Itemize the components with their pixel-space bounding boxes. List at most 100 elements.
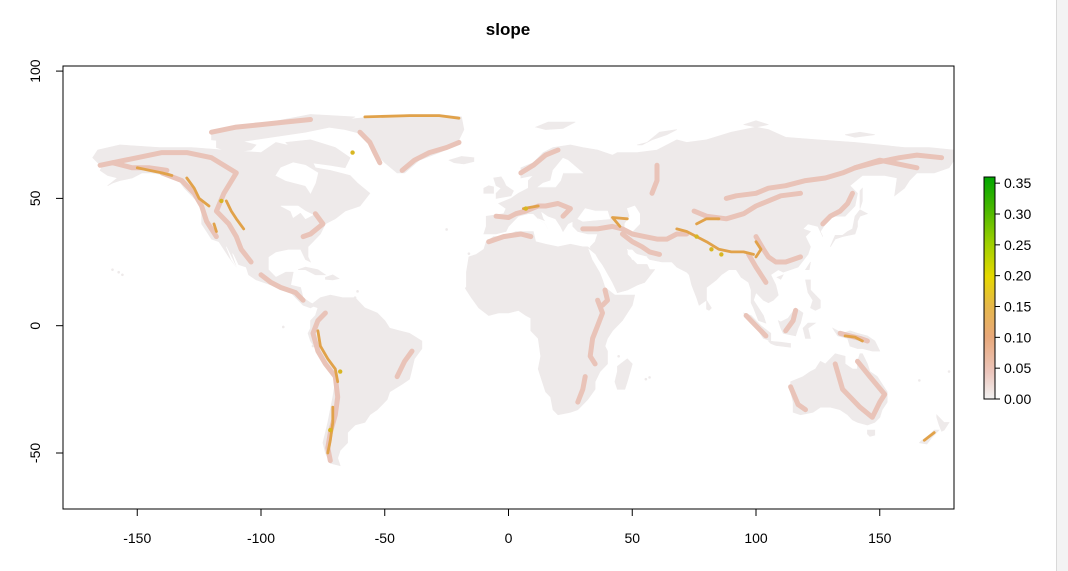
low-slope-band bbox=[486, 231, 534, 245]
legend-tick-label: 0.20 bbox=[1004, 268, 1031, 284]
low-slope-band bbox=[300, 211, 326, 240]
map-layer bbox=[92, 114, 954, 467]
low-slope-band bbox=[600, 287, 610, 308]
small-island bbox=[947, 370, 951, 373]
legend-tick-label: 0.35 bbox=[1004, 175, 1031, 191]
low-slope-band bbox=[97, 150, 254, 265]
low-slope-band bbox=[258, 272, 306, 303]
baffin-island bbox=[285, 139, 351, 169]
high-slope-band bbox=[212, 222, 218, 233]
x-tick-label: -50 bbox=[375, 530, 395, 546]
x-tick-label: 0 bbox=[505, 530, 513, 546]
peak-slope-patch bbox=[350, 150, 355, 155]
low-slope-band bbox=[357, 129, 383, 166]
small-island bbox=[338, 363, 342, 367]
legend-tick-label: 0.30 bbox=[1004, 206, 1031, 222]
low-slope-band bbox=[832, 358, 888, 420]
x-tick-label: -100 bbox=[247, 530, 275, 546]
high-slope-band bbox=[363, 114, 461, 120]
low-slope-band bbox=[723, 152, 945, 201]
low-slope-band bbox=[399, 139, 462, 173]
small-island bbox=[465, 286, 468, 290]
y-tick-label: -50 bbox=[27, 443, 43, 463]
low-slope-band bbox=[518, 147, 561, 176]
low-slope-band bbox=[649, 162, 660, 196]
hispaniola bbox=[325, 274, 340, 281]
high-slope-band bbox=[754, 240, 763, 259]
slope-high-layer bbox=[135, 114, 936, 455]
small-island bbox=[311, 344, 315, 348]
legend-tick-label: 0.25 bbox=[1004, 237, 1031, 253]
x-tick-label: 150 bbox=[868, 530, 892, 546]
small-island bbox=[356, 290, 359, 293]
small-island bbox=[648, 376, 651, 379]
new-zealand-north bbox=[936, 414, 950, 432]
high-slope-band bbox=[675, 227, 755, 256]
legend-tick-label: 0.15 bbox=[1004, 299, 1031, 315]
small-island bbox=[918, 379, 921, 382]
novaya-zemlya bbox=[637, 129, 677, 146]
greenland bbox=[326, 114, 465, 174]
legend-colorbar bbox=[983, 176, 996, 400]
low-slope-band bbox=[746, 251, 769, 285]
peak-slope-patch bbox=[719, 252, 724, 257]
uk bbox=[493, 176, 514, 199]
high-slope-band bbox=[611, 216, 629, 228]
low-slope-band bbox=[783, 307, 799, 334]
land-base bbox=[92, 114, 954, 467]
red-sea bbox=[588, 248, 616, 293]
x-tick-label: 50 bbox=[624, 530, 640, 546]
hainan bbox=[776, 274, 784, 280]
legend-tick-label: 0.00 bbox=[1004, 391, 1031, 407]
low-slope-band bbox=[753, 234, 803, 265]
black-sea bbox=[577, 208, 611, 222]
gulf-of-california bbox=[226, 246, 237, 268]
philippines bbox=[805, 279, 821, 311]
small-island bbox=[445, 228, 448, 231]
low-slope-band bbox=[394, 348, 415, 380]
low-slope-band bbox=[575, 374, 588, 405]
low-slope-band bbox=[619, 231, 662, 257]
x-tick-label: -150 bbox=[123, 530, 151, 546]
y-tick-label: 100 bbox=[27, 59, 43, 83]
high-slope-band bbox=[316, 329, 340, 384]
low-slope-band bbox=[580, 223, 690, 242]
low-slope-band bbox=[691, 190, 803, 222]
sri-lanka bbox=[706, 299, 712, 311]
sulawesi bbox=[802, 322, 817, 339]
small-island bbox=[617, 354, 620, 358]
legend-tick-label: 0.10 bbox=[1004, 329, 1031, 345]
arabia bbox=[594, 241, 656, 293]
peak-slope-patch bbox=[328, 427, 333, 433]
y-tick-label: 50 bbox=[27, 190, 43, 206]
y-tick-label: 0 bbox=[27, 322, 43, 330]
java bbox=[767, 340, 791, 348]
high-slope-band bbox=[922, 431, 936, 442]
chart-title: slope bbox=[486, 20, 530, 39]
window-right-edge bbox=[1056, 0, 1068, 571]
small-island bbox=[353, 296, 357, 299]
high-slope-band bbox=[224, 199, 246, 231]
new-siberian-islands bbox=[845, 131, 875, 138]
x-tick-label: 100 bbox=[744, 530, 768, 546]
high-slope-band bbox=[843, 334, 864, 343]
victoria-island bbox=[216, 139, 257, 153]
persian-gulf bbox=[626, 248, 648, 260]
ireland bbox=[483, 185, 494, 194]
cuba bbox=[298, 266, 327, 276]
high-slope-band bbox=[695, 217, 721, 226]
low-slope-band bbox=[820, 190, 855, 227]
legend-tick-label: 0.05 bbox=[1004, 360, 1031, 376]
low-slope-band bbox=[209, 117, 313, 135]
small-island bbox=[467, 252, 471, 255]
low-slope-band bbox=[159, 170, 219, 240]
low-slope-band bbox=[743, 313, 769, 339]
low-slope-band bbox=[587, 297, 605, 367]
hudson-bay bbox=[275, 162, 319, 194]
taiwan bbox=[804, 261, 811, 271]
caspian-sea bbox=[624, 205, 641, 232]
mediterranean-east bbox=[538, 218, 559, 230]
low-slope-band bbox=[788, 384, 808, 413]
south-america bbox=[307, 294, 423, 467]
